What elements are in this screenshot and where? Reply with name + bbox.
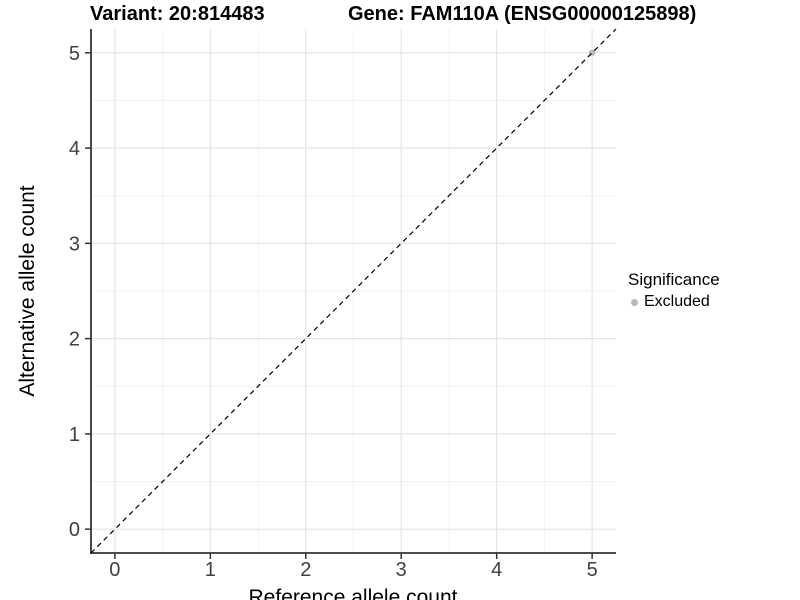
legend: Significance Excluded: [628, 270, 720, 311]
axis-ticks: [85, 52, 593, 559]
x-tick-label: 2: [300, 559, 311, 581]
x-tick-label: 3: [396, 559, 407, 581]
variant-title: Variant: 20:814483: [90, 3, 265, 25]
gene-title: Gene: FAM110A (ENSG00000125898): [348, 3, 697, 25]
y-tick-label: 3: [69, 233, 80, 255]
y-tick-label: 0: [69, 519, 80, 541]
y-tick-label: 5: [69, 43, 80, 65]
excluded-point-icon: [631, 298, 638, 306]
y-axis-title: Alternative allele count: [16, 185, 39, 397]
identity-reference-line: [90, 28, 617, 554]
x-tick-label: 0: [109, 559, 120, 581]
x-tick-label: 4: [491, 559, 502, 581]
legend-title: Significance: [628, 270, 720, 289]
grid-major: [91, 29, 616, 553]
x-axis-title: Reference allele count: [248, 586, 458, 600]
legend-item-label: Excluded: [644, 293, 710, 310]
legend-item-excluded: Excluded: [631, 293, 720, 311]
y-tick-label: 2: [69, 329, 80, 351]
y-tick-labels: 0 1 2 3 4 5: [69, 43, 80, 541]
x-tick-label: 5: [587, 559, 598, 581]
x-tick-labels: 0 1 2 3 4 5: [109, 559, 597, 581]
y-tick-label: 1: [69, 424, 80, 446]
x-tick-label: 1: [205, 559, 216, 581]
axis-lines: [90, 29, 616, 554]
y-tick-label: 4: [69, 138, 80, 160]
